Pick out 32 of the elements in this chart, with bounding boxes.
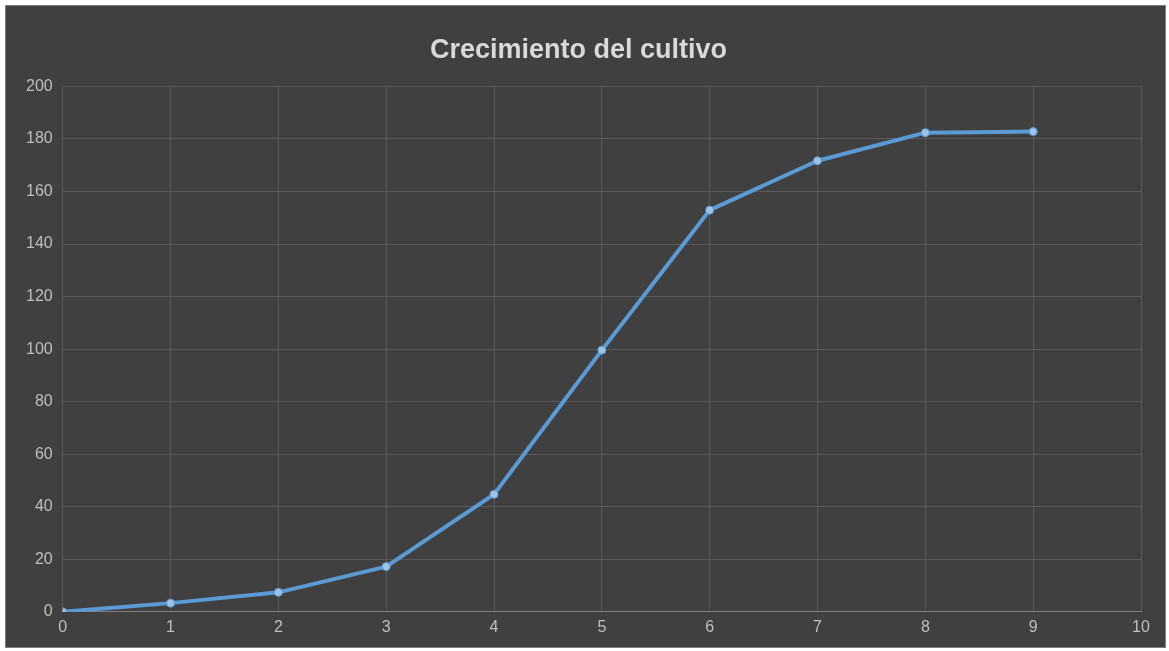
point [920,128,930,138]
point [166,598,176,608]
y-tick-label: 60 [34,444,53,462]
point [1028,127,1038,137]
x-tick-label: 7 [813,617,823,635]
y-tick-label: 120 [25,286,53,304]
y-tick-label: 200 [25,76,53,94]
chart-title: Crecimiento del cultivo [429,33,728,64]
x-tick-label: 0 [58,617,68,635]
point [273,587,283,597]
y-tick-label: 140 [25,234,53,252]
x-tick-label: 4 [489,617,499,635]
point [705,205,715,215]
point [381,562,391,572]
point [597,345,607,355]
y-tick-label: 80 [34,392,53,410]
point [813,156,823,166]
y-tick-label: 40 [34,497,53,515]
y-tick-label: 20 [34,549,53,567]
y-tick-label: 180 [25,129,53,147]
point [489,489,499,499]
y-tick-label: 160 [25,181,53,199]
x-tick-label: 6 [705,617,715,635]
x-tick-label: 8 [920,617,930,635]
x-tick-label: 10 [1132,617,1150,635]
x-tick-label: 1 [166,617,176,635]
y-tick-label: 0 [43,602,53,620]
x-tick-label: 3 [381,617,391,635]
y-tick-label: 100 [25,339,53,357]
x-tick-label: 5 [597,617,607,635]
x-tick-label: 9 [1028,617,1038,635]
x-tick-label: 2 [273,617,283,635]
